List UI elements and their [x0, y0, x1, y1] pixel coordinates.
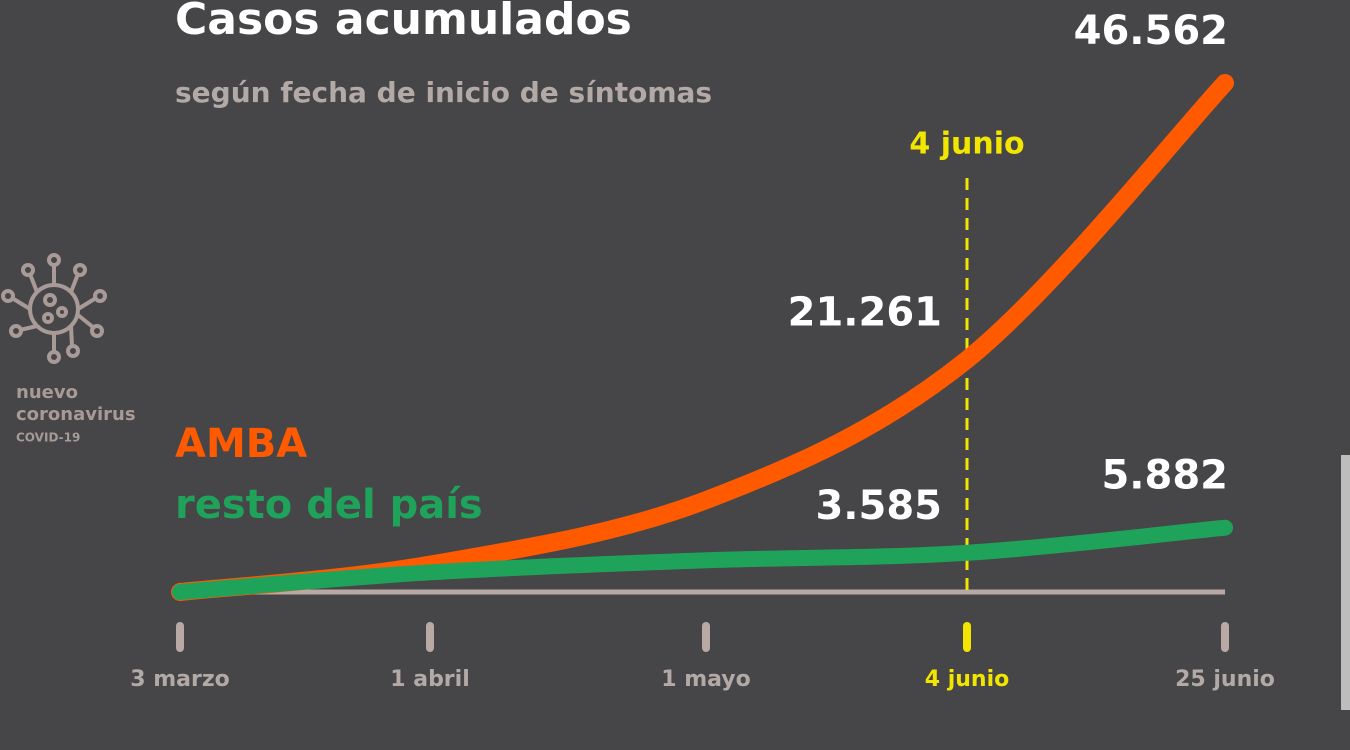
x-tick	[426, 622, 434, 652]
x-tick-label: 3 marzo	[130, 667, 230, 692]
edge-bar	[1341, 455, 1350, 710]
brand-line: coronavirus	[16, 404, 136, 425]
x-tick	[963, 622, 971, 652]
chart-subtitle: según fecha de inicio de síntomas	[175, 76, 712, 109]
legend-entry: resto del país	[175, 482, 483, 528]
virus-icon	[1, 253, 107, 364]
x-tick	[702, 622, 710, 652]
series-line	[172, 519, 1233, 600]
x-tick-label: 25 junio	[1175, 667, 1275, 692]
x-tick-label: 1 mayo	[661, 667, 751, 692]
brand-line: COVID-19	[16, 431, 80, 445]
data-label: 21.261	[788, 290, 942, 336]
marker-label: 4 junio	[909, 127, 1024, 162]
data-label: 3.585	[815, 483, 942, 529]
x-tick-label: 4 junio	[925, 667, 1010, 692]
brand-line: nuevo	[16, 382, 78, 403]
data-label: 46.562	[1074, 8, 1228, 54]
data-label: 5.882	[1101, 453, 1228, 499]
x-tick	[1221, 622, 1229, 652]
x-tick	[176, 622, 184, 652]
x-tick-label: 1 abril	[390, 667, 470, 692]
chart-title: Casos acumulados	[175, 0, 632, 45]
legend-entry: AMBA	[175, 421, 307, 467]
